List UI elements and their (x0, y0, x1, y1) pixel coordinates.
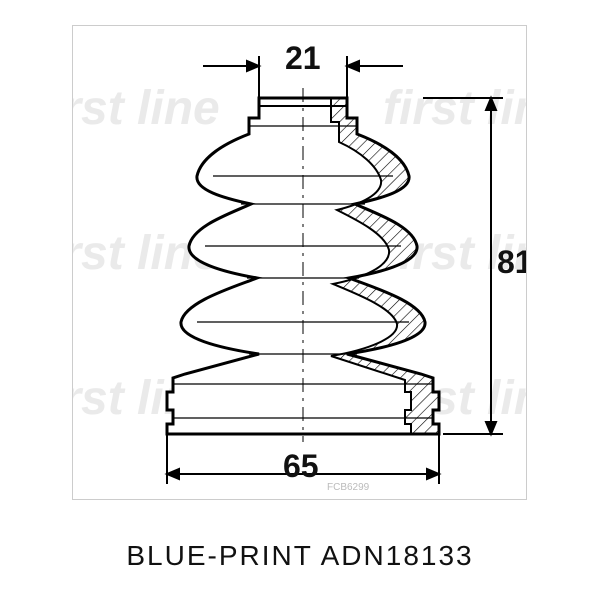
brand-label: BLUE-PRINT (126, 540, 312, 571)
drawing-panel: first line first line first line first l… (72, 25, 527, 500)
dim-bottom-width: 65 (283, 448, 319, 485)
cv-boot-drawing (73, 26, 527, 500)
product-caption: BLUE-PRINT ADN18133 (0, 540, 600, 572)
dim-height: 81 (497, 244, 527, 281)
partno-label: ADN18133 (321, 540, 474, 571)
drawing-ref: FCB6299 (327, 482, 369, 493)
dim-top-width: 21 (285, 40, 321, 77)
